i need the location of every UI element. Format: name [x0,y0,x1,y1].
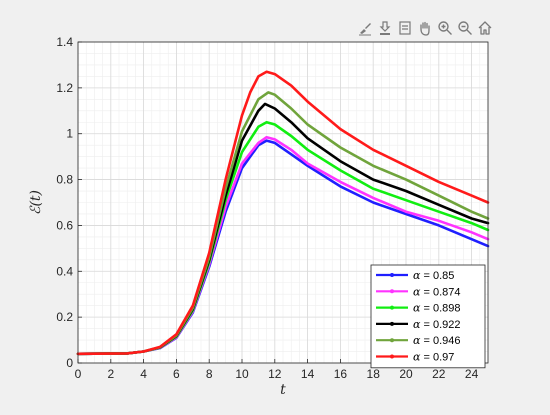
legend-label: α = 0.85 [413,269,454,282]
legend-alpha-symbol: α [413,351,421,364]
y-tick-label: 0.6 [56,218,73,232]
home-icon [478,21,491,35]
legend-alpha-symbol: α [413,269,421,282]
legend-alpha-value: = 0.97 [420,352,454,364]
legend-label: α = 0.97 [413,351,454,364]
legend-alpha-value: = 0.898 [420,303,460,315]
pan-hand-icon [419,21,430,36]
legend-box [370,264,486,369]
brush-icon [358,23,371,36]
pan-button[interactable] [416,20,433,37]
legend-marker [390,305,394,310]
y-tick-label: 0.8 [56,173,73,187]
x-tick-label: 4 [140,367,147,381]
home-button[interactable] [476,20,493,37]
legend-marker [390,321,394,326]
x-tick-label: 12 [268,367,282,381]
y-tick-label: 0.4 [56,264,73,278]
legend-marker [390,273,394,277]
legend-label: α = 0.898 [413,302,461,315]
series-line-6 [76,70,490,356]
legend-alpha-value: = 0.922 [420,319,460,331]
x-tick-label: 8 [206,367,213,381]
x-tick-label: 2 [107,367,114,381]
zoom-out-button[interactable] [456,20,473,37]
y-tick-label: 0.2 [56,310,73,324]
x-tick-label: 10 [235,367,249,381]
axes-toolbar [356,18,493,38]
x-tick-label: 24 [465,367,479,381]
x-tick-label: 18 [367,367,381,381]
legend-marker [390,354,394,359]
zoom-out-icon [457,21,472,35]
data-cursor-icon [379,21,390,35]
y-tick-label: 1.2 [56,81,73,95]
data-tips-icon [398,21,411,35]
y-tick-label: 1 [66,127,73,141]
legend-alpha-value: = 0.85 [420,270,454,282]
y-axis-ticks: 0 0.2 0.4 0.6 0.8 1 1.2 1.4 [56,35,82,370]
y-tick-label: 0 [66,356,73,370]
plot-lines [76,70,490,356]
x-tick-label: 14 [301,367,315,381]
legend-label: α = 0.874 [413,285,461,298]
x-tick-label: 22 [432,367,446,381]
x-tick-label: 6 [173,367,180,381]
legend-alpha-symbol: α [413,285,421,298]
data-cursor-button[interactable] [376,20,393,37]
x-tick-label: 20 [399,367,413,381]
legend-label: α = 0.922 [413,318,461,331]
y-axis-label: ℰ(t) [28,190,44,215]
legend-alpha-symbol: α [413,318,421,331]
legend-alpha-symbol: α [413,302,421,315]
legend-marker [390,289,394,294]
legend-label: α = 0.946 [413,334,461,347]
zoom-in-button[interactable] [436,20,453,37]
zoom-in-icon [437,21,452,35]
legend-alpha-value: = 0.874 [420,286,460,298]
legend-alpha-value: = 0.946 [420,335,460,347]
x-tick-label: 0 [75,367,82,381]
brush-button[interactable] [356,20,373,37]
x-axis-label: t [280,382,286,398]
axes-frame [77,41,489,364]
x-axis-ticks: 0 2 4 6 8 10 12 14 16 18 20 22 24 [75,359,479,381]
data-tips-button[interactable] [396,20,413,37]
legend-alpha-symbol: α [413,334,421,347]
x-tick-label: 16 [334,367,348,381]
legend-marker [390,338,394,343]
y-tick-label: 1.4 [56,35,73,49]
